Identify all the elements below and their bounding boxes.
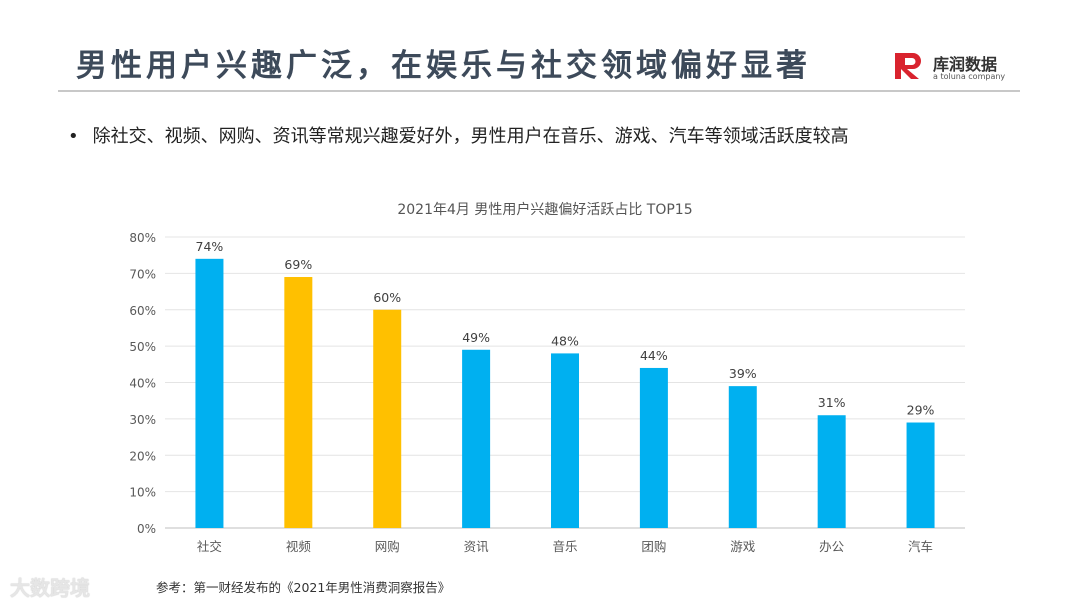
y-tick-label: 60% <box>129 304 156 318</box>
data-label: 74% <box>196 239 224 254</box>
logo-subtitle: a toluna company <box>933 72 1006 81</box>
y-tick-label: 80% <box>129 231 156 245</box>
data-label: 49% <box>462 330 490 345</box>
logo: 库润数据 a toluna company <box>893 49 1023 85</box>
bar-资讯 <box>462 349 491 528</box>
data-label: 48% <box>551 333 579 348</box>
bar-办公 <box>817 415 846 528</box>
data-label: 29% <box>907 403 935 418</box>
data-label: 44% <box>640 348 668 363</box>
bar-游戏 <box>728 386 757 528</box>
bar-汽车 <box>906 422 935 528</box>
x-tick-label: 社交 <box>197 539 222 554</box>
y-tick-label: 10% <box>129 486 156 500</box>
logo-r-icon <box>895 53 921 79</box>
x-tick-label: 音乐 <box>552 539 577 554</box>
x-tick-label: 网购 <box>375 539 400 554</box>
bar-视频 <box>284 277 313 528</box>
title-divider <box>58 90 1020 92</box>
y-tick-label: 30% <box>129 413 156 427</box>
y-tick-label: 0% <box>137 522 156 536</box>
x-tick-label: 视频 <box>286 539 312 554</box>
data-label: 31% <box>818 395 846 410</box>
bar-音乐 <box>551 353 579 528</box>
bullet-point: • 除社交、视频、网购、资讯等常规兴趣爱好外，男性用户在音乐、游戏、汽车等领域活跃… <box>68 126 849 147</box>
data-label: 60% <box>373 290 401 305</box>
data-label: 39% <box>729 366 757 381</box>
slide-title: 男性用户兴趣广泛，在娱乐与社交领域偏好显著 <box>76 48 811 84</box>
x-tick-label: 办公 <box>819 539 845 554</box>
x-tick-label: 游戏 <box>730 539 755 554</box>
y-tick-label: 20% <box>129 449 156 463</box>
chart-title: 2021年4月 男性用户兴趣偏好活跃占比 TOP15 <box>397 201 692 218</box>
bar-社交 <box>195 258 224 528</box>
x-tick-label: 资讯 <box>464 539 490 554</box>
bar-网购 <box>373 309 402 528</box>
x-tick-label: 汽车 <box>908 539 933 554</box>
y-tick-label: 50% <box>129 340 156 354</box>
bullet-text: 除社交、视频、网购、资讯等常规兴趣爱好外，男性用户在音乐、游戏、汽车等领域活跃度… <box>92 126 849 147</box>
y-tick-label: 70% <box>129 267 156 281</box>
y-tick-label: 40% <box>129 377 156 391</box>
x-tick-label: 团购 <box>641 539 666 554</box>
logo-name: 库润数据 <box>933 55 998 74</box>
data-label: 69% <box>284 257 312 272</box>
bar-团购 <box>639 367 668 528</box>
source-note: 参考：第一财经发布的《2021年男性消费洞察报告》 <box>156 580 451 595</box>
watermark: 大数跨境 <box>10 576 90 600</box>
